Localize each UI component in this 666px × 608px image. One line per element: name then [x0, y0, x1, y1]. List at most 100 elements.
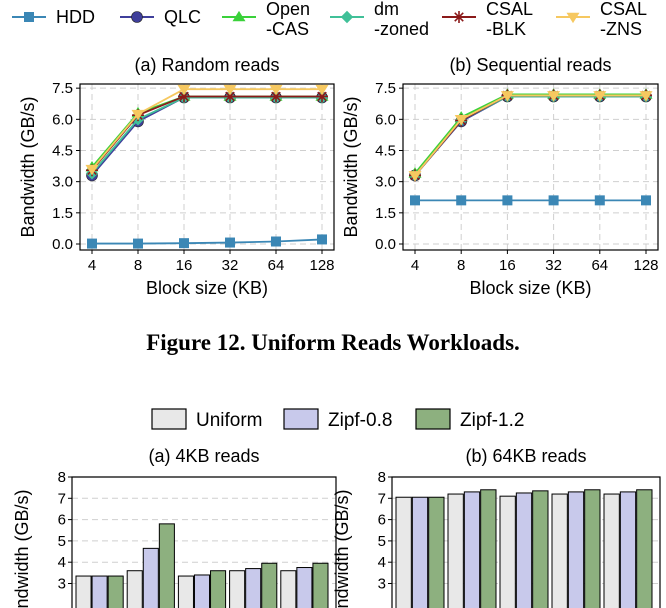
data-point: [178, 90, 190, 103]
y-axis-label: Bandwidth (GB/s): [18, 96, 38, 237]
bar-chart-legend: Uniform Zipf-0.8 Zipf-1.2: [151, 408, 524, 431]
series-line: [414, 95, 646, 177]
legend-label: Zipf-0.8: [328, 410, 392, 431]
data-point: [547, 91, 561, 102]
x-tick-label: 32: [545, 257, 562, 274]
x-tick-label: 64: [591, 257, 608, 274]
series-line: [414, 94, 646, 177]
data-point: [269, 84, 283, 96]
data-point: [456, 195, 467, 206]
data-point: [641, 195, 651, 206]
plot-frame: [391, 476, 661, 608]
series-line: [414, 93, 646, 174]
data-point: [408, 171, 422, 182]
legend-marker: [340, 10, 354, 24]
data-point: [500, 91, 514, 102]
data-point: [317, 234, 327, 245]
y-tick-label: 6.0: [375, 111, 396, 128]
legend-label: Uniform: [196, 410, 263, 431]
random-reads-chart: (a) Random reads 0.0 1.5 3.0 4.5 6.0 7.5 4 8 16 32…: [18, 55, 335, 298]
bar: [296, 567, 313, 608]
chart-title: (a) Random reads: [134, 55, 279, 75]
y-tick-label: 3.0: [52, 174, 73, 191]
y-axis-label: Bandwidth (GB/s): [341, 96, 361, 237]
series-line: [91, 96, 322, 174]
data-point: [271, 236, 281, 247]
x-tick-label: 4: [411, 257, 419, 274]
y-axis-label: Bandwidth (GB/s): [12, 489, 32, 608]
legend-swatch: [151, 408, 187, 430]
data-point: [316, 90, 328, 103]
bar: [107, 575, 124, 608]
data-point: [224, 90, 236, 103]
x-tick-label: 4: [88, 257, 96, 274]
bar: [91, 575, 108, 608]
x-tick-label: 16: [499, 257, 516, 274]
y-tick-label: 1.5: [52, 205, 73, 222]
y-tick-label: 7: [378, 490, 386, 507]
x-tick-label: 8: [134, 257, 142, 274]
y-tick-label: 6.0: [52, 111, 73, 128]
bar: [126, 570, 143, 608]
bar: [210, 570, 227, 608]
legend-label: CSAL: [486, 0, 533, 19]
data-point: [502, 195, 513, 206]
y-tick-label: 5: [378, 533, 386, 550]
data-point: [410, 195, 420, 206]
y-tick-label: 0.0: [52, 236, 73, 253]
data-point: [548, 195, 559, 206]
bar: [261, 562, 278, 608]
bar: [395, 496, 412, 608]
x-tick-label: 8: [457, 257, 465, 274]
legend-label: -zoned: [374, 19, 429, 39]
data-point: [131, 109, 145, 121]
bar: [158, 523, 175, 608]
x-tick-label: 64: [268, 257, 285, 274]
y-tick-label: 7.5: [375, 80, 396, 97]
y-tick-label: 8: [378, 469, 386, 486]
bar: [142, 547, 159, 608]
data-point: [179, 238, 189, 249]
y-tick-label: 3.0: [375, 174, 396, 191]
bar: [636, 489, 653, 608]
data-point: [315, 84, 329, 96]
bar: [280, 570, 297, 608]
y-tick-label: 7: [58, 490, 66, 507]
series-line: [91, 96, 322, 177]
y-tick-label: 4.5: [52, 142, 73, 159]
bar: [177, 575, 194, 608]
data-point: [223, 84, 237, 96]
bar: [532, 490, 549, 608]
figure-caption: Figure 12. Uniform Reads Workloads.: [146, 330, 520, 355]
bar: [499, 495, 516, 608]
y-tick-label: 4: [378, 554, 386, 571]
series-line: [91, 88, 322, 170]
bar: [619, 491, 637, 608]
data-point: [225, 237, 235, 248]
legend-marker: [453, 11, 465, 23]
bar: [428, 496, 445, 608]
series-line: [92, 238, 323, 245]
bar: [447, 493, 464, 608]
x-axis-label: Block size (KB): [469, 278, 591, 298]
data-point: [270, 90, 282, 103]
legend-label: Open: [266, 0, 310, 19]
y-axis-label: Bandwidth (GB/s): [332, 489, 352, 608]
y-tick-label: 7.5: [52, 80, 73, 97]
bar: [603, 493, 620, 608]
x-tick-label: 128: [309, 257, 334, 274]
x-tick-label: 128: [633, 257, 658, 274]
legend-label: dm: [374, 0, 399, 19]
data-point: [454, 115, 468, 126]
bar: [480, 489, 497, 608]
series-line: [414, 94, 646, 177]
chart-title: (b) Sequential reads: [449, 55, 611, 75]
bar: [312, 562, 329, 608]
bar: [584, 489, 601, 608]
x-tick-label: 32: [222, 257, 239, 274]
bar: [515, 492, 533, 608]
y-tick-label: 5: [58, 533, 66, 550]
y-tick-label: 6: [378, 512, 386, 529]
